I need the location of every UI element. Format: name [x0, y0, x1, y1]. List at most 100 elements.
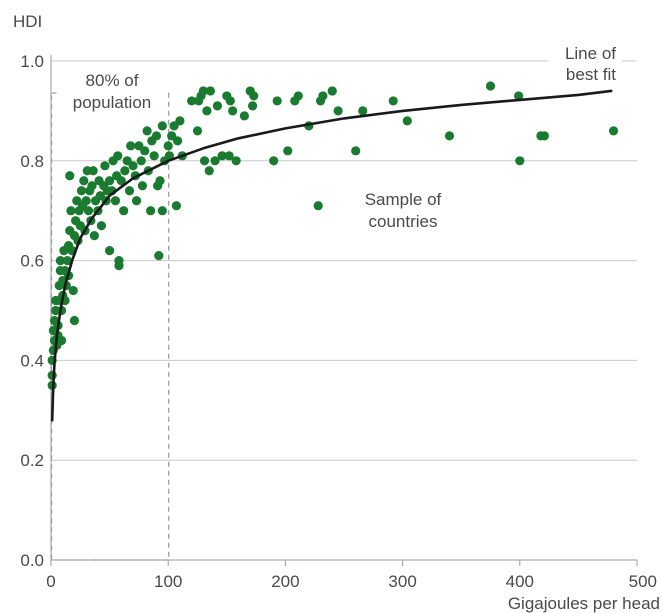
data-points [47, 81, 619, 390]
scatter-point [283, 146, 293, 156]
scatter-point [88, 166, 98, 176]
scatter-point [202, 106, 212, 116]
scatter-point [608, 126, 619, 136]
x-tick-label: 100 [154, 572, 182, 591]
scatter-point [157, 206, 167, 216]
scatter-point [205, 86, 215, 96]
y-tick-label: 1.0 [20, 52, 44, 71]
x-axis-title: Gigajoules per head [508, 594, 660, 613]
scatter-point [62, 256, 73, 266]
x-tick-label: 200 [271, 572, 299, 591]
scatter-point [114, 256, 124, 266]
fit-label-line2: best fit [566, 65, 616, 84]
scatter-point [514, 91, 524, 101]
scatter-point [171, 201, 182, 211]
scatter-point [444, 131, 455, 141]
scatter-point [87, 181, 97, 191]
scatter-point [116, 176, 126, 186]
scatter-point [485, 81, 496, 91]
scatter-point [293, 91, 303, 101]
gridlines [51, 60, 637, 461]
scatter-point [157, 121, 167, 131]
scatter-point [249, 91, 259, 101]
scatter-point [124, 186, 135, 196]
scatter-point [149, 151, 159, 161]
x-tick-label: 0 [46, 572, 55, 591]
scatter-point [65, 171, 75, 181]
scatter-point [198, 86, 208, 96]
scatter-point [228, 106, 238, 116]
scatter-point [515, 156, 525, 166]
y-tick-label: 0.8 [20, 152, 44, 171]
scatter-point [154, 251, 164, 261]
scatter-point [89, 231, 99, 241]
scatter-point [163, 141, 173, 151]
scatter-point [402, 116, 412, 126]
scatter-point [151, 131, 162, 141]
population-label-line1: 80% of [86, 71, 139, 90]
scatter-point [120, 166, 130, 176]
scatter-point [318, 91, 328, 101]
scatter-point [155, 176, 165, 186]
scatter-point [175, 116, 185, 126]
scatter-point [199, 156, 210, 166]
scatter-point [239, 111, 249, 121]
sample-label-line2: countries [369, 212, 438, 231]
axes [50, 55, 638, 566]
scatter-point [66, 206, 76, 216]
best-fit-curve [50, 89, 613, 422]
scatter-point [131, 196, 142, 206]
scatter-point [146, 206, 156, 216]
scatter-point [225, 96, 235, 106]
scatter-point [119, 206, 129, 216]
y-tick-label: 0.4 [20, 351, 44, 370]
scatter-point [83, 206, 94, 216]
scatter-point [247, 101, 258, 111]
population-label-backdrop [59, 71, 165, 115]
chart-text: HDI Gigajoules per head 80% of populatio… [13, 12, 660, 613]
scatter-point [388, 96, 398, 106]
scatter-point [68, 285, 78, 296]
y-tick-label: 0.0 [20, 551, 44, 570]
scatter-point [333, 106, 343, 116]
scatter-point [272, 96, 282, 106]
best-fit-line [50, 89, 613, 422]
scatter-point [172, 136, 183, 146]
fit-label-backdrop [548, 42, 622, 86]
scatter-point [313, 201, 323, 211]
scatter-point [187, 96, 197, 106]
y-tick-label: 0.2 [20, 451, 44, 470]
scatter-point [96, 221, 106, 231]
population-label-line2: population [73, 93, 151, 112]
sample-label-line1: Sample of [365, 190, 442, 209]
scatter-point [110, 196, 121, 206]
y-axis-title: HDI [13, 12, 42, 31]
y-tick-label: 0.6 [20, 252, 44, 271]
scatter-point [140, 146, 150, 156]
scatter-point [76, 186, 87, 196]
fit-label-line1: Line of [565, 44, 616, 63]
scatter-point [128, 161, 138, 171]
scatter-point [105, 246, 115, 256]
scatter-point [113, 151, 123, 161]
scatter-point [212, 101, 223, 111]
scatter-point [126, 141, 136, 151]
scatter-point [539, 131, 550, 141]
scatter-point [142, 126, 152, 136]
scatter-point [192, 126, 203, 136]
scatter-point [210, 156, 220, 166]
x-tick-label: 400 [506, 572, 534, 591]
scatter-point [231, 156, 241, 166]
x-tick-label: 300 [388, 572, 416, 591]
scatter-point [105, 176, 115, 186]
scatter-point [224, 151, 234, 161]
scatter-point [55, 256, 65, 266]
scatter-point [69, 315, 80, 326]
scatter-point [47, 370, 57, 380]
scatter-point [358, 106, 368, 116]
scatter-point [217, 151, 227, 161]
scatter-point [136, 156, 146, 166]
scatter-point [100, 161, 110, 171]
scatter-point [204, 166, 214, 176]
